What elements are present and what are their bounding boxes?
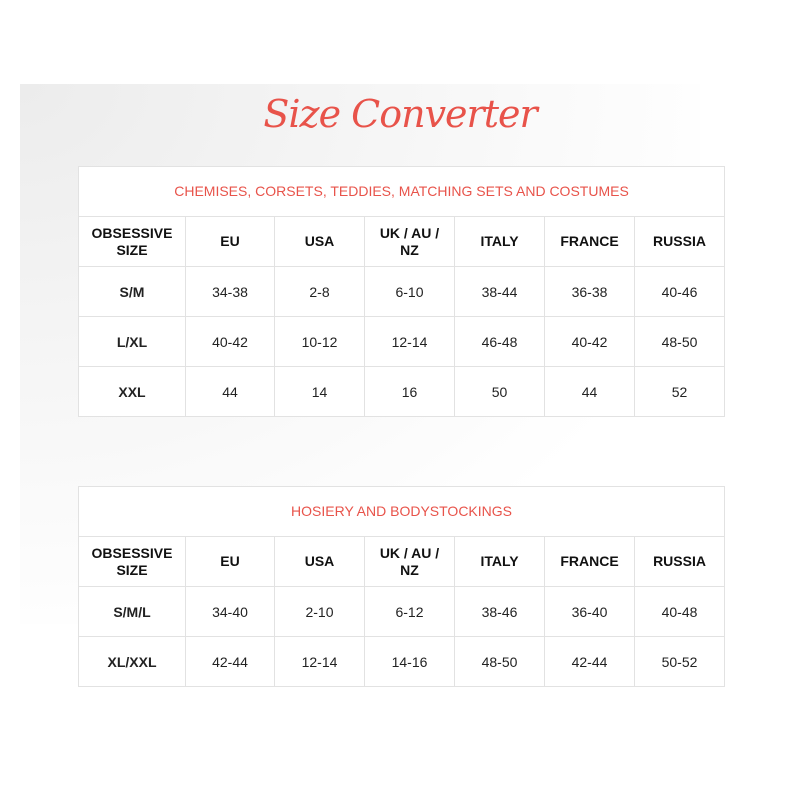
size-cell: 38-46 (454, 586, 545, 637)
size-cell: 40-48 (633, 586, 726, 637)
column-header: FRANCE (544, 216, 635, 267)
size-cell: 14 (274, 366, 365, 417)
table-row: S/M 34-38 2-8 6-10 38-44 36-38 40-46 (78, 266, 726, 317)
column-header: FRANCE (544, 536, 635, 587)
size-cell: 36-38 (544, 266, 635, 317)
size-label: S/M/L (78, 586, 186, 637)
size-cell: 14-16 (364, 636, 455, 687)
size-cell: 2-10 (274, 586, 365, 637)
page-title: Size Converter (263, 92, 537, 136)
column-header: USA (274, 216, 365, 267)
size-cell: 34-38 (185, 266, 275, 317)
size-cell: 42-44 (185, 636, 275, 687)
column-header: ITALY (454, 536, 545, 587)
size-cell: 40-42 (185, 316, 275, 367)
size-cell: 10-12 (274, 316, 365, 367)
size-cell: 44 (185, 366, 275, 417)
table-row: L/XL 40-42 10-12 12-14 46-48 40-42 48-50 (78, 316, 726, 367)
size-cell: 42-44 (544, 636, 635, 687)
table-row: XXL 44 14 16 50 44 52 (78, 366, 726, 417)
size-cell: 6-12 (364, 586, 455, 637)
size-cell: 38-44 (454, 266, 545, 317)
column-header: RUSSIA (633, 536, 726, 587)
table-row: XL/XXL 42-44 12-14 14-16 48-50 42-44 50-52 (78, 636, 726, 687)
size-cell: 12-14 (274, 636, 365, 687)
column-header: OBSESSIVE SIZE (78, 536, 186, 587)
size-cell: 50 (454, 366, 545, 417)
column-header: USA (274, 536, 365, 587)
size-cell: 44 (544, 366, 635, 417)
table-caption: HOSIERY AND BODYSTOCKINGS (77, 486, 726, 537)
size-cell: 34-40 (185, 586, 275, 637)
column-header: UK / AU / NZ (364, 536, 455, 587)
size-cell: 16 (364, 366, 455, 417)
size-label: L/XL (78, 316, 186, 367)
size-cell: 48-50 (633, 316, 726, 367)
size-label: S/M (78, 266, 186, 317)
size-cell: 52 (633, 366, 726, 417)
size-cell: 40-46 (633, 266, 726, 317)
size-cell: 46-48 (454, 316, 545, 367)
size-table-hosiery: HOSIERY AND BODYSTOCKINGS OBSESSIVE SIZE E… (77, 486, 726, 687)
column-header: EU (185, 536, 275, 587)
column-header: EU (185, 216, 275, 267)
size-label: XL/XXL (78, 636, 186, 687)
size-cell: 36-40 (544, 586, 635, 637)
size-cell: 40-42 (544, 316, 635, 367)
size-table-lingerie: CHEMISES, CORSETS, TEDDIES, MATCHING SET… (77, 166, 726, 417)
column-header: ITALY (454, 216, 545, 267)
size-cell: 6-10 (364, 266, 455, 317)
size-cell: 50-52 (633, 636, 726, 687)
column-header: RUSSIA (633, 216, 726, 267)
size-cell: 48-50 (454, 636, 545, 687)
size-label: XXL (78, 366, 186, 417)
table-caption: CHEMISES, CORSETS, TEDDIES, MATCHING SET… (77, 166, 726, 217)
table-row: S/M/L 34-40 2-10 6-12 38-46 36-40 40-48 (78, 586, 726, 637)
column-header: OBSESSIVE SIZE (78, 216, 186, 267)
size-cell: 2-8 (274, 266, 365, 317)
column-header: UK / AU / NZ (364, 216, 455, 267)
size-cell: 12-14 (364, 316, 455, 367)
